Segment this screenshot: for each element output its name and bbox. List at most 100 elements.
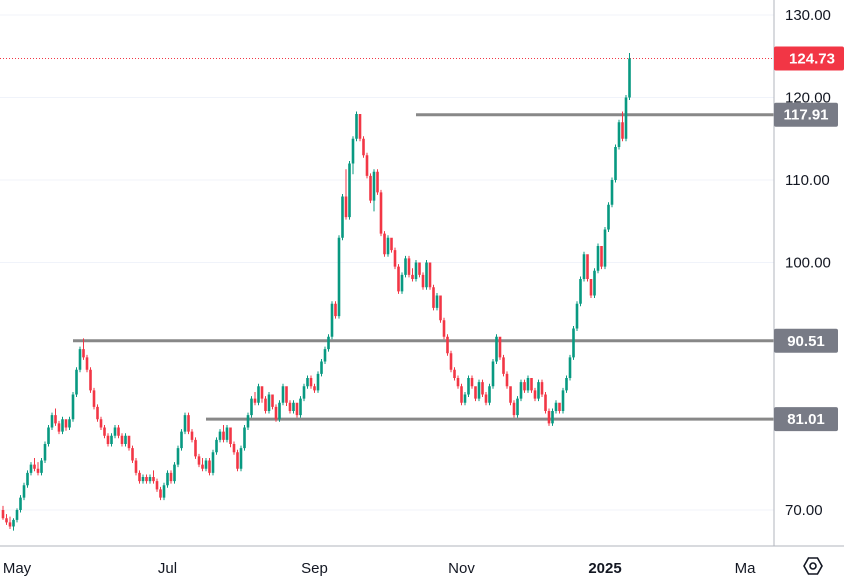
candle xyxy=(124,433,127,447)
candle-body xyxy=(495,336,498,362)
candle-body xyxy=(390,237,393,251)
candle-body xyxy=(323,349,327,362)
candle-body xyxy=(5,518,8,523)
candle-body xyxy=(22,485,26,498)
candle-body xyxy=(617,122,621,147)
candle xyxy=(414,260,418,282)
candle xyxy=(82,338,85,360)
candle-body xyxy=(131,448,134,461)
horizontal-line-value: 90.51 xyxy=(787,333,825,350)
candle-body xyxy=(96,406,99,420)
candle-body xyxy=(351,138,355,164)
candle-body xyxy=(554,402,558,411)
candle-body xyxy=(211,452,215,473)
candle xyxy=(379,189,383,237)
candle-body xyxy=(386,237,390,255)
candle xyxy=(253,392,257,406)
candle-body xyxy=(484,394,488,403)
price-axis-background[interactable] xyxy=(774,0,844,546)
candle xyxy=(533,387,537,402)
candle xyxy=(246,412,250,430)
candle-body xyxy=(225,427,229,440)
horizontal-lines-layer[interactable] xyxy=(0,57,774,421)
candle-body xyxy=(337,237,341,317)
candle xyxy=(267,392,271,414)
candle xyxy=(12,518,15,531)
y-tick-label: 130.00 xyxy=(785,7,831,24)
candle xyxy=(617,119,621,150)
candle-body xyxy=(481,382,484,395)
candle xyxy=(505,371,509,389)
candle xyxy=(85,354,89,373)
candle-body xyxy=(355,114,358,139)
candle xyxy=(29,462,33,476)
candle xyxy=(1,505,5,520)
candle xyxy=(281,383,285,406)
candle-body xyxy=(439,295,442,321)
candle-body xyxy=(155,481,159,490)
candle-body xyxy=(460,386,463,403)
candle xyxy=(222,425,225,443)
candle-body xyxy=(358,114,362,139)
candle-body xyxy=(509,386,512,403)
candle-body xyxy=(176,448,180,465)
candle-body xyxy=(8,522,12,527)
candle-body xyxy=(57,423,61,432)
candle-body xyxy=(463,394,467,403)
candle xyxy=(285,386,288,407)
candle-body xyxy=(327,336,330,350)
candle xyxy=(502,354,505,377)
candle-body xyxy=(341,196,344,238)
candle xyxy=(351,136,355,175)
candle xyxy=(78,346,82,373)
candle-body xyxy=(446,336,449,354)
settings-icon[interactable] xyxy=(803,557,823,575)
candle-body xyxy=(166,472,169,486)
candle xyxy=(596,243,600,274)
candle xyxy=(435,293,439,311)
candle-body xyxy=(533,390,537,399)
candle xyxy=(421,272,425,290)
candle-body xyxy=(526,378,530,391)
candle xyxy=(575,301,579,331)
candle-body xyxy=(64,419,68,428)
x-tick-label: Jul xyxy=(158,560,177,577)
candle-body xyxy=(232,444,236,453)
candle-body xyxy=(565,378,568,391)
candle xyxy=(530,378,533,393)
candle xyxy=(120,433,124,447)
candle-body xyxy=(582,254,586,279)
candle-body xyxy=(586,254,589,279)
candle xyxy=(264,396,267,414)
candle xyxy=(498,336,502,360)
candle-body xyxy=(250,398,253,416)
candle-body xyxy=(414,262,418,279)
candle xyxy=(561,387,565,414)
candle-body xyxy=(407,258,411,275)
candle xyxy=(197,453,201,468)
x-tick-label: 2025 xyxy=(588,560,621,577)
candle-body xyxy=(71,394,75,420)
candle xyxy=(313,383,316,393)
candle xyxy=(442,317,446,340)
candle xyxy=(211,449,215,476)
candle xyxy=(288,400,292,414)
candle-body xyxy=(610,180,614,205)
candle xyxy=(250,396,253,418)
candle-body xyxy=(516,398,519,416)
candle xyxy=(187,412,190,435)
candle-body xyxy=(148,477,152,482)
candle xyxy=(446,334,449,356)
candle xyxy=(176,445,180,468)
candle xyxy=(117,425,120,439)
time-axis-background[interactable] xyxy=(0,546,844,582)
candle-body xyxy=(575,303,579,329)
candle-body xyxy=(309,378,313,387)
x-tick-label: Ma xyxy=(735,560,756,577)
candle-body xyxy=(400,274,404,292)
candle-body xyxy=(579,279,582,304)
candle xyxy=(586,254,589,282)
candle xyxy=(5,514,8,525)
candle xyxy=(355,111,358,142)
